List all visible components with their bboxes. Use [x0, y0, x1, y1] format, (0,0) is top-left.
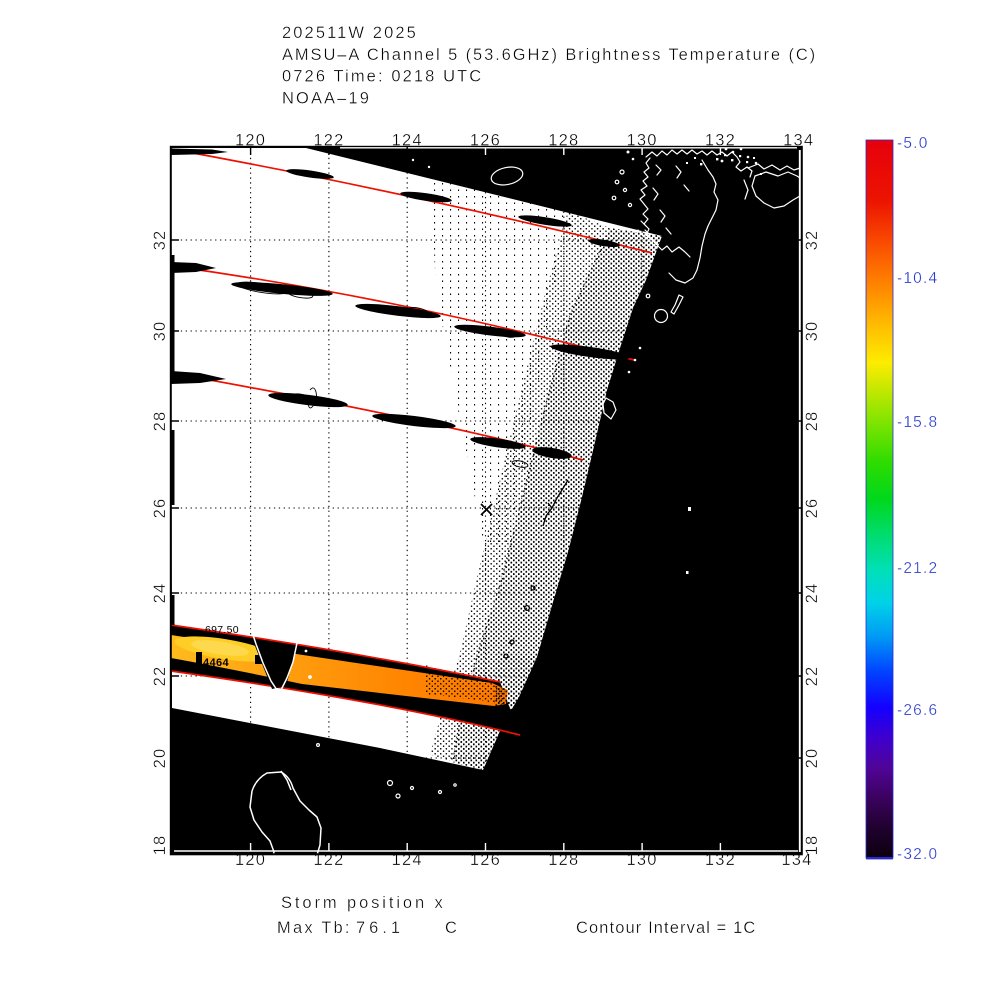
svg-text:124: 124	[392, 851, 423, 869]
svg-text:Contour Interval = 1C: Contour Interval = 1C	[576, 919, 756, 937]
svg-text:-32.0: -32.0	[897, 846, 938, 863]
svg-text:0726 Time: 0218 UTC: 0726 Time: 0218 UTC	[282, 68, 483, 86]
svg-text:120: 120	[235, 851, 266, 869]
svg-text:-21.2: -21.2	[897, 560, 938, 577]
svg-text:132: 132	[705, 851, 736, 869]
svg-text:22: 22	[151, 666, 169, 687]
svg-text:126: 126	[470, 851, 501, 869]
svg-text:20: 20	[803, 748, 821, 769]
svg-text:120: 120	[235, 132, 266, 150]
svg-text:Storm position x: Storm position x	[281, 894, 446, 912]
svg-text:26: 26	[803, 498, 821, 519]
svg-text:-26.6: -26.6	[897, 702, 938, 719]
svg-text:18: 18	[151, 835, 169, 856]
svg-text:24: 24	[151, 583, 169, 604]
svg-text:-15.8: -15.8	[897, 414, 938, 431]
svg-text:NOAA–19: NOAA–19	[282, 90, 371, 108]
svg-text:30: 30	[803, 321, 821, 342]
svg-text:130: 130	[627, 851, 658, 869]
svg-text:134: 134	[781, 851, 812, 869]
svg-text:Max Tb:: Max Tb:	[277, 919, 352, 937]
svg-text:32: 32	[803, 230, 821, 251]
svg-text:-5.0: -5.0	[897, 135, 929, 152]
svg-text:C: C	[445, 919, 459, 937]
svg-text:-10.4: -10.4	[897, 270, 938, 287]
svg-text:22: 22	[803, 666, 821, 687]
svg-text:AMSU–A Channel 5 (53.6GHz) Bri: AMSU–A Channel 5 (53.6GHz) Brightness Te…	[282, 46, 817, 64]
svg-text:28: 28	[803, 411, 821, 432]
svg-text:4464: 4464	[203, 657, 230, 669]
svg-text:132: 132	[705, 132, 736, 150]
svg-text:24: 24	[803, 583, 821, 604]
svg-text:76.1: 76.1	[356, 919, 404, 937]
svg-text:202511W 2025: 202511W 2025	[282, 24, 418, 42]
svg-text:124: 124	[392, 132, 423, 150]
svg-text:32: 32	[151, 230, 169, 251]
svg-text:122: 122	[313, 132, 344, 150]
svg-text:18: 18	[803, 835, 821, 856]
svg-text:128: 128	[548, 851, 579, 869]
svg-text:20: 20	[151, 748, 169, 769]
svg-text:134: 134	[783, 132, 814, 150]
svg-text:28: 28	[151, 411, 169, 432]
svg-text:128: 128	[548, 132, 579, 150]
svg-text:30: 30	[151, 321, 169, 342]
svg-text:26: 26	[151, 498, 169, 519]
svg-text:697.50: 697.50	[205, 624, 239, 636]
svg-text:122: 122	[313, 851, 344, 869]
svg-text:130: 130	[627, 132, 658, 150]
svg-text:126: 126	[470, 132, 501, 150]
